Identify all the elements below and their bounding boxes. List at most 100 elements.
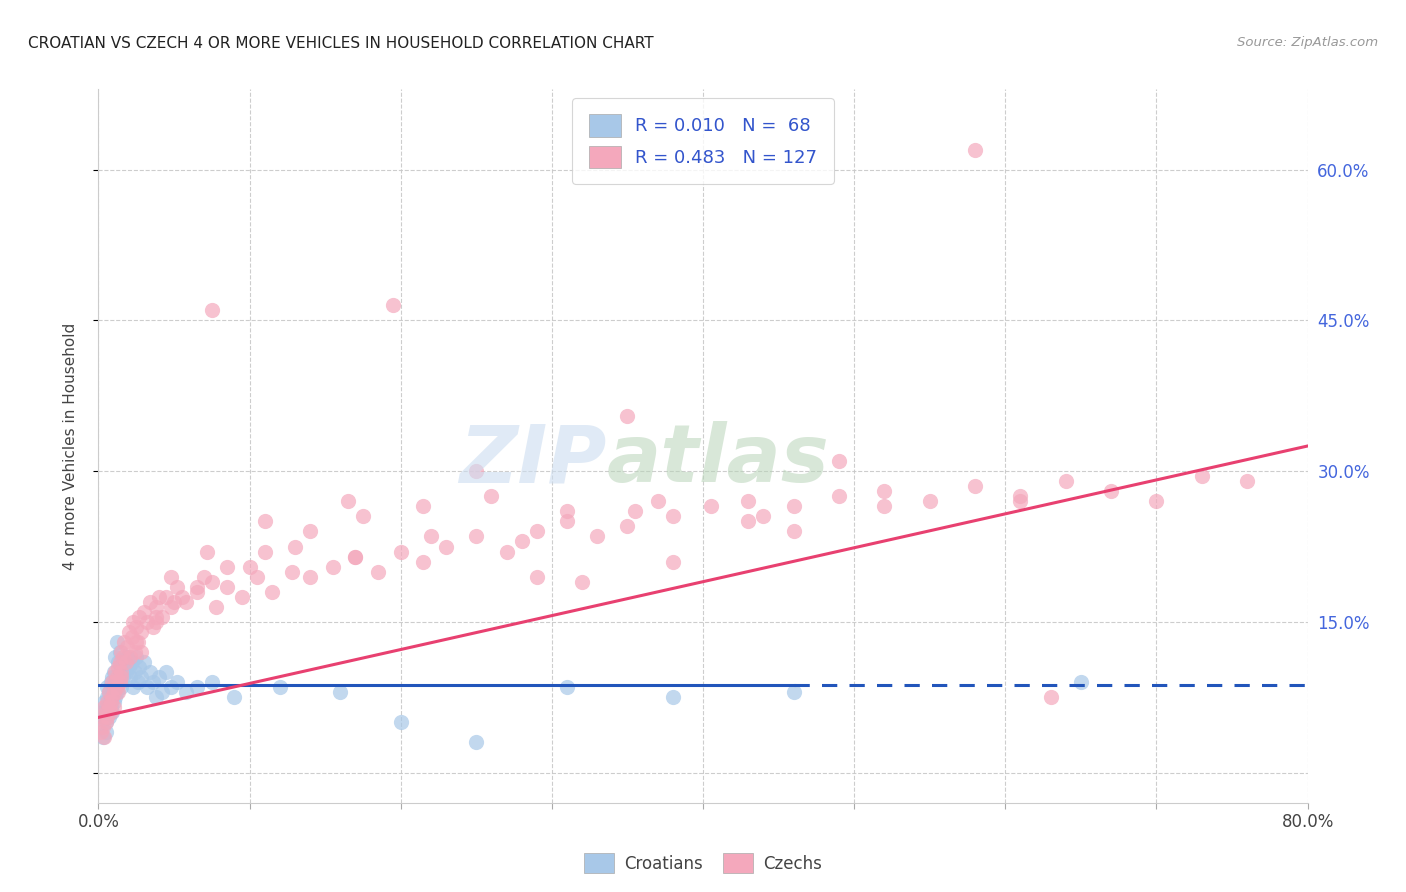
Point [90, 720, 112, 734]
Point [1144, 494, 1167, 508]
Point [752, 509, 775, 524]
Text: atlas: atlas [606, 421, 830, 500]
Point [124, 665, 146, 680]
Point [481, 489, 503, 503]
Point [96, 695, 118, 709]
Point [90, 725, 112, 739]
Point [110, 645, 132, 659]
Point [510, 534, 533, 549]
Point [127, 635, 149, 649]
Point [1010, 489, 1032, 503]
Point [586, 529, 609, 543]
Point [93, 710, 115, 724]
Point [344, 549, 367, 564]
Point [108, 675, 131, 690]
Point [121, 630, 143, 644]
Point [163, 595, 186, 609]
Point [616, 409, 638, 423]
Point [105, 680, 128, 694]
Point [160, 599, 183, 614]
Point [100, 700, 122, 714]
Point [155, 590, 177, 604]
Point [1054, 474, 1077, 488]
Point [412, 555, 434, 569]
Point [129, 645, 152, 659]
Point [193, 569, 215, 583]
Point [111, 650, 134, 665]
Point [100, 706, 122, 720]
Point [382, 298, 405, 312]
Point [94, 715, 117, 730]
Point [100, 675, 122, 690]
Point [186, 584, 208, 599]
Point [215, 580, 238, 594]
Point [135, 680, 157, 694]
Point [125, 635, 148, 649]
Point [103, 695, 125, 709]
Legend: Croatians, Czechs: Croatians, Czechs [578, 847, 828, 880]
Point [94, 725, 117, 739]
Point [94, 715, 117, 730]
Point [215, 559, 238, 574]
Y-axis label: 4 or more Vehicles in Household: 4 or more Vehicles in Household [63, 322, 77, 570]
Point [135, 615, 157, 629]
Point [94, 706, 117, 720]
Point [166, 675, 188, 690]
Point [124, 645, 146, 659]
Point [104, 675, 127, 690]
Point [783, 524, 806, 539]
Point [662, 509, 685, 524]
Point [1039, 690, 1062, 705]
Point [121, 655, 143, 669]
Point [104, 690, 127, 705]
Point [281, 565, 304, 579]
Point [160, 680, 183, 694]
Point [108, 655, 131, 669]
Point [737, 515, 759, 529]
Point [107, 660, 129, 674]
Point [93, 695, 115, 709]
Point [125, 650, 148, 665]
Point [91, 710, 114, 724]
Point [145, 690, 167, 705]
Point [783, 500, 806, 514]
Point [224, 690, 246, 705]
Point [115, 640, 138, 654]
Point [231, 590, 253, 604]
Point [624, 504, 647, 518]
Point [1191, 469, 1213, 483]
Point [465, 529, 488, 543]
Point [110, 660, 132, 674]
Point [420, 529, 443, 543]
Point [555, 504, 578, 518]
Point [104, 650, 127, 665]
Point [783, 685, 806, 699]
Point [253, 515, 276, 529]
Point [105, 685, 128, 699]
Point [93, 700, 115, 714]
Point [114, 655, 136, 669]
Point [114, 665, 136, 680]
Point [112, 635, 135, 649]
Point [103, 680, 125, 694]
Point [142, 675, 165, 690]
Point [111, 670, 134, 684]
Point [101, 685, 124, 699]
Point [145, 599, 167, 614]
Point [96, 706, 118, 720]
Point [103, 665, 125, 680]
Point [103, 685, 125, 699]
Point [322, 559, 344, 574]
Point [98, 685, 121, 699]
Point [1010, 494, 1032, 508]
Point [367, 565, 389, 579]
Point [108, 670, 131, 684]
Point [662, 555, 685, 569]
Point [526, 524, 548, 539]
Point [139, 595, 162, 609]
Point [110, 665, 132, 680]
Point [616, 519, 638, 533]
Point [115, 650, 138, 665]
Point [965, 143, 987, 157]
Point [201, 675, 224, 690]
